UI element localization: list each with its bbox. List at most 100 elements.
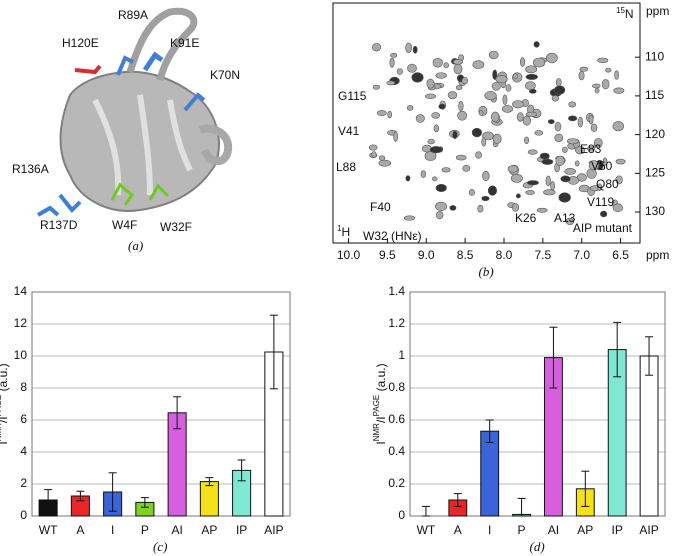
x-tick-label: P bbox=[141, 523, 149, 537]
residue-label: W4F bbox=[112, 218, 137, 232]
peak bbox=[491, 111, 500, 122]
error-bar bbox=[517, 497, 526, 517]
peak bbox=[597, 183, 603, 191]
y-tick-label: 0.8 bbox=[388, 380, 405, 394]
x-tick-label: I bbox=[111, 523, 114, 537]
error-bar bbox=[453, 493, 462, 507]
peak bbox=[492, 69, 498, 80]
peak-label: G115 bbox=[338, 89, 367, 103]
peak bbox=[501, 105, 514, 113]
peak-label: E83 bbox=[580, 142, 602, 156]
peak bbox=[615, 158, 626, 165]
error-bar bbox=[645, 336, 654, 376]
x-axis-label: ppm bbox=[646, 248, 669, 262]
peak bbox=[372, 84, 380, 90]
peak bbox=[586, 146, 596, 152]
peak bbox=[455, 154, 467, 161]
x-tick-label: AI bbox=[548, 523, 559, 537]
panel-caption: (a) bbox=[128, 238, 143, 253]
peak bbox=[371, 151, 377, 158]
peak bbox=[387, 110, 392, 119]
peak bbox=[376, 110, 387, 117]
y-tick-label: 1 bbox=[398, 348, 405, 362]
peak-label: K26 bbox=[515, 211, 537, 225]
peak bbox=[390, 52, 398, 58]
peak bbox=[590, 123, 598, 132]
peak bbox=[564, 168, 576, 175]
peak bbox=[554, 122, 562, 132]
peak bbox=[574, 146, 586, 155]
x-tick-label: IP bbox=[236, 523, 247, 537]
peak bbox=[412, 45, 418, 54]
peak bbox=[567, 138, 579, 145]
peak bbox=[597, 57, 609, 64]
peak bbox=[475, 151, 482, 159]
residue-label: W32F bbox=[160, 220, 192, 234]
residue-label: R137D bbox=[40, 218, 78, 232]
peak bbox=[452, 130, 458, 139]
peak bbox=[443, 62, 450, 69]
error-bar bbox=[237, 459, 246, 482]
peak bbox=[560, 175, 571, 183]
peak bbox=[534, 130, 544, 136]
peak bbox=[612, 121, 624, 132]
y-axis-label: ppm bbox=[646, 4, 669, 18]
peak bbox=[568, 115, 578, 122]
peak bbox=[524, 136, 530, 144]
peak bbox=[600, 210, 608, 218]
peak bbox=[389, 57, 395, 68]
peak bbox=[471, 127, 483, 138]
x-tick-label: AIP bbox=[264, 523, 283, 537]
peak bbox=[545, 175, 551, 187]
peak bbox=[533, 41, 540, 48]
peak bbox=[554, 133, 564, 143]
x-tick-label: 8.0 bbox=[496, 248, 513, 262]
peak-label: F40 bbox=[370, 200, 391, 214]
bar bbox=[199, 481, 219, 517]
peak bbox=[541, 158, 554, 165]
nucleus-label: 15N bbox=[616, 6, 634, 21]
peak-label: V50 bbox=[591, 159, 613, 173]
peak bbox=[558, 192, 571, 203]
peak bbox=[510, 173, 523, 183]
peak bbox=[532, 57, 546, 68]
peak bbox=[386, 80, 396, 86]
y-tick-label: 4 bbox=[20, 444, 27, 458]
plot-frame bbox=[332, 2, 641, 244]
y-tick-label: 125 bbox=[645, 165, 665, 179]
x-tick-label: AP bbox=[577, 523, 593, 537]
peak bbox=[555, 155, 565, 166]
x-tick-label: 8.5 bbox=[457, 248, 474, 262]
peak bbox=[435, 72, 447, 79]
peak bbox=[403, 215, 416, 221]
plot-frame bbox=[31, 291, 291, 517]
peak bbox=[407, 63, 417, 73]
peak bbox=[481, 137, 487, 147]
peak bbox=[568, 101, 577, 108]
peak bbox=[574, 160, 580, 167]
peak bbox=[511, 203, 520, 212]
peak bbox=[487, 185, 498, 196]
peak bbox=[592, 83, 601, 89]
peak bbox=[433, 124, 440, 133]
error-bar bbox=[205, 477, 214, 487]
y-tick-label: 0 bbox=[398, 508, 405, 522]
peak bbox=[588, 114, 594, 125]
peak bbox=[614, 70, 620, 80]
peak bbox=[579, 66, 589, 72]
peak bbox=[605, 67, 612, 73]
inset-label: AIP mutant bbox=[573, 221, 633, 235]
peak bbox=[546, 52, 558, 64]
y-tick-label: 1.2 bbox=[388, 316, 405, 330]
peak-label: W32 (HNε) bbox=[363, 229, 422, 243]
y-tick-label: 8 bbox=[20, 380, 27, 394]
peak bbox=[495, 75, 508, 84]
x-tick-label: WT bbox=[39, 523, 58, 537]
y-tick-label: 0.4 bbox=[388, 444, 405, 458]
peak bbox=[543, 189, 556, 196]
residue-label: K70N bbox=[210, 68, 240, 82]
y-tick-label: 0.2 bbox=[388, 476, 405, 490]
peak bbox=[615, 175, 623, 185]
peak bbox=[526, 180, 539, 186]
y-tick-label: 1.4 bbox=[388, 284, 405, 298]
